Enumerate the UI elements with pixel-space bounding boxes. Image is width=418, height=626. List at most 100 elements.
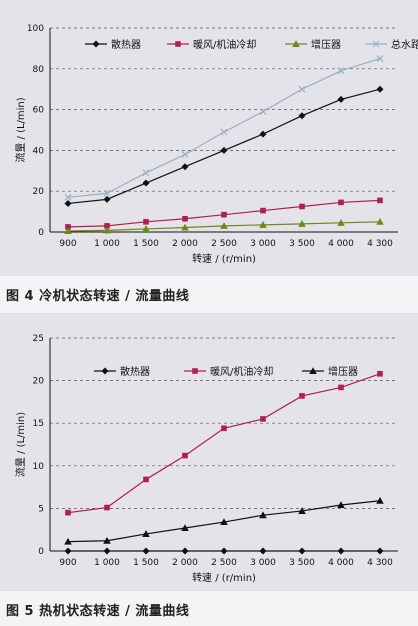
legend-item: 总水路 (365, 38, 418, 51)
legend-item: 增压器 (302, 365, 358, 378)
figure-caption-5: 图 5 热机状态转速 / 流量曲线 (6, 604, 190, 619)
data-point (64, 193, 72, 201)
y-tick-label: 15 (33, 419, 44, 429)
data-point-b (220, 128, 228, 136)
legend-label: 增压器 (311, 38, 341, 51)
series-0 (64, 547, 384, 555)
data-point (64, 199, 72, 207)
y-tick-label: 40 (33, 146, 45, 156)
data-point (103, 189, 111, 197)
data-point (65, 224, 71, 230)
data-point (337, 501, 345, 508)
data-point (337, 547, 345, 555)
data-point (182, 452, 188, 459)
data-point (298, 112, 306, 120)
data-point (220, 128, 228, 136)
series-1 (65, 197, 383, 230)
data-point (182, 215, 188, 222)
y-tick-label: 0 (38, 547, 44, 557)
data-point (298, 507, 306, 514)
legend-label: 总水路 (391, 38, 418, 51)
data-point (142, 530, 150, 537)
x-tick-label: 4 300 (367, 239, 393, 249)
legend-item: 散热器 (94, 365, 150, 378)
y-tick-label: 5 (38, 504, 44, 514)
x-tick-label: 1 500 (133, 558, 159, 568)
data-point (259, 221, 267, 228)
y-tick-label: 0 (38, 228, 44, 238)
data-point (220, 518, 228, 526)
data-point (298, 220, 306, 227)
data-point (260, 416, 266, 422)
legend-item: 暖风/机油冷却 (167, 38, 256, 51)
y-axis-title: 流量 / (L/min) (14, 97, 27, 162)
legend-label: 暖风/机油冷却 (193, 38, 256, 51)
data-point (181, 151, 189, 158)
data-point (337, 67, 345, 75)
data-point-b (181, 151, 189, 158)
data-point (376, 496, 384, 504)
data-point (337, 95, 345, 103)
y-tick-label: 25 (33, 334, 44, 344)
series-0 (64, 85, 384, 207)
data-point-b (142, 169, 150, 177)
data-point (376, 85, 384, 93)
y-tick-label: 20 (33, 187, 45, 197)
data-point (181, 223, 189, 231)
data-point-b (103, 189, 111, 197)
series-line (67, 373, 381, 514)
x-tick-label: 2 500 (211, 558, 237, 568)
data-point (143, 476, 149, 483)
data-point (298, 85, 306, 93)
x-tick-label: 3 500 (289, 558, 315, 568)
x-tick-label: 900 (59, 558, 76, 568)
data-point (64, 547, 72, 555)
data-point (104, 223, 110, 229)
data-point (103, 226, 111, 234)
legend-label: 暖风/机油冷却 (210, 365, 273, 378)
x-tick-label: 3 000 (250, 558, 276, 568)
data-point (377, 370, 383, 377)
x-tick-label: 900 (59, 239, 76, 249)
chart-cold-speed-flow: 0 20 40 60 80 100 900 1 000 1 500 2 000 2 500 3 000… (14, 24, 418, 265)
data-point (338, 199, 344, 206)
data-point-b (337, 67, 345, 75)
data-point (376, 55, 384, 63)
series-1 (65, 370, 383, 516)
x-tick-label: 1 000 (94, 558, 120, 568)
x-tick-label: 4 300 (367, 558, 393, 568)
x-tick-label: 3 000 (250, 239, 276, 249)
y-tick-label: 80 (33, 65, 45, 75)
data-point (260, 207, 266, 214)
data-point (65, 509, 71, 516)
data-point (142, 547, 150, 555)
data-point (298, 547, 306, 555)
legend-item: 增压器 (285, 38, 341, 51)
chart-hot-speed-flow: 0 5 10 15 20 25 900 1 000 1 500 2 000 2 500 3 000 3 … (14, 334, 398, 584)
series-line (67, 58, 381, 198)
y-tick-label: 60 (33, 106, 45, 116)
figure-caption-4: 图 4 冷机状态转速 / 流量曲线 (6, 289, 190, 304)
series-line (67, 88, 381, 205)
legend-marker (292, 40, 300, 47)
data-point (181, 163, 189, 171)
series-3 (64, 55, 384, 201)
data-point (259, 108, 267, 116)
data-point (142, 179, 150, 187)
data-point (376, 547, 384, 555)
y-tick-label: 20 (33, 377, 45, 387)
data-point (103, 536, 111, 544)
x-tick-label: 2 500 (211, 239, 237, 249)
data-point (142, 169, 150, 177)
data-point (259, 547, 267, 555)
y-axis-title: 流量 / (L/min) (14, 412, 27, 477)
y-tick-label: 10 (33, 462, 45, 472)
data-point (220, 547, 228, 555)
legend-marker (101, 367, 109, 375)
series-2 (64, 218, 384, 234)
x-tick-label: 1 500 (133, 239, 159, 249)
legend-marker (372, 40, 380, 48)
data-point (337, 219, 345, 226)
x-tick-label: 4 000 (328, 239, 354, 249)
